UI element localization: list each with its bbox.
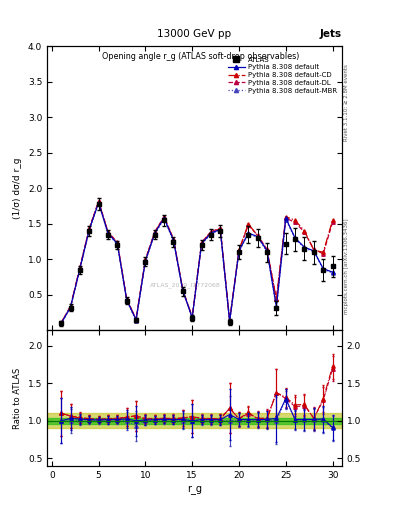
- Y-axis label: (1/σ) dσ/d r_g: (1/σ) dσ/d r_g: [13, 158, 22, 219]
- Text: 13000 GeV pp: 13000 GeV pp: [158, 29, 231, 39]
- Text: mcplots.cern.ch [arXiv:1306.3436]: mcplots.cern.ch [arXiv:1306.3436]: [344, 219, 349, 314]
- Bar: [47, 413, 342, 429]
- Text: ATLAS_2019_I1772068: ATLAS_2019_I1772068: [150, 282, 221, 288]
- X-axis label: r_g: r_g: [187, 485, 202, 495]
- Text: Rivet 3.1.10; ≥ 2.8M events: Rivet 3.1.10; ≥ 2.8M events: [344, 64, 349, 141]
- Text: Jets: Jets: [320, 29, 342, 39]
- Y-axis label: Ratio to ATLAS: Ratio to ATLAS: [13, 368, 22, 429]
- Text: Opening angle r_g (ATLAS soft-drop observables): Opening angle r_g (ATLAS soft-drop obser…: [102, 52, 299, 61]
- Bar: [47, 418, 342, 424]
- Legend: ATLAS, Pythia 8.308 default, Pythia 8.308 default-CD, Pythia 8.308 default-DL, P: ATLAS, Pythia 8.308 default, Pythia 8.30…: [226, 55, 338, 95]
